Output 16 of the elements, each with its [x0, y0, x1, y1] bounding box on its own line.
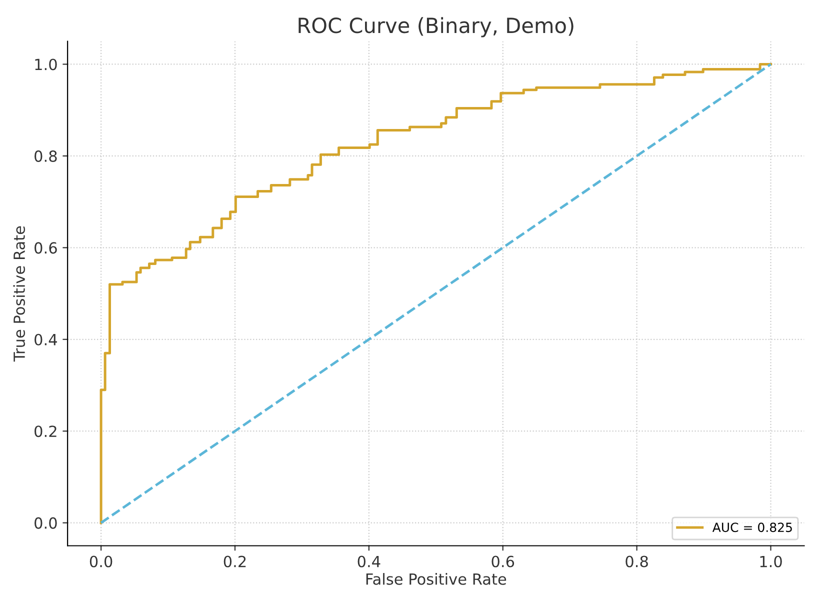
- y-tick-label: 0.0: [34, 517, 57, 529]
- y-tick-label: 0.2: [34, 426, 56, 438]
- y-tick-label: 1.0: [35, 58, 57, 70]
- x-tick-label: 0.2: [224, 556, 246, 568]
- chart-title: ROC Curve (Binary, Demo): [298, 17, 574, 38]
- x-tick-label: 0.0: [90, 556, 112, 568]
- x-tick-label: 0.6: [492, 556, 514, 568]
- x-tick-label: 1.0: [760, 556, 782, 568]
- y-tick-label: 0.4: [34, 334, 57, 346]
- legend-label: AUC = 0.825: [712, 522, 792, 532]
- x-axis-title: False Positive Rate: [366, 573, 506, 585]
- x-tick-label: 0.4: [358, 556, 380, 568]
- y-tick-label: 0.6: [34, 242, 57, 254]
- y-tick-label: 0.8: [34, 150, 57, 162]
- y-axis-title: True Positive Rate: [13, 226, 26, 362]
- x-tick-label: 0.8: [626, 556, 648, 568]
